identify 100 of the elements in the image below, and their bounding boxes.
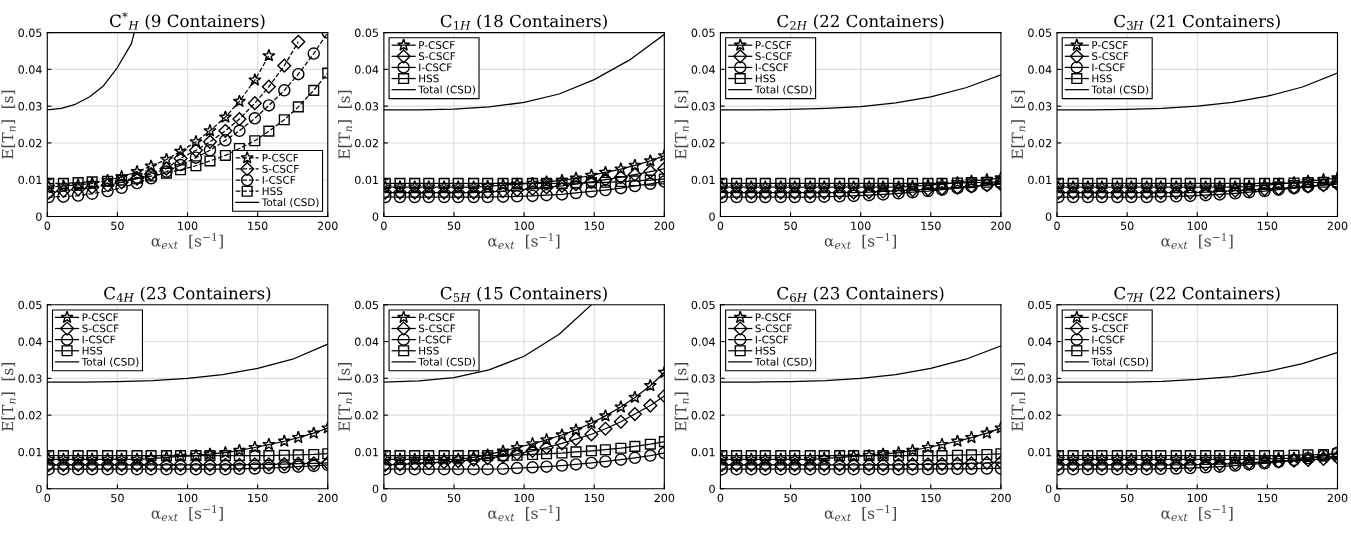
legend-label: HSS	[82, 346, 103, 355]
y-tick-label: 0.03	[18, 374, 42, 383]
y-tick-label: 0.04	[18, 337, 42, 346]
y-tick-label: 0.02	[691, 138, 715, 148]
x-tick-label: 150	[248, 493, 268, 503]
legend-label: Total (CSD)	[81, 357, 139, 367]
legend-label: Total (CSD)	[418, 357, 476, 367]
x-tick-label: 50	[784, 221, 797, 230]
x-axis-title: α$_{ext}$ [s$^{−1}$]	[488, 505, 560, 522]
y-tick-label: 0	[1045, 484, 1052, 494]
x-tick-label: 200	[1327, 493, 1348, 503]
y-tick-label: 0.03	[1028, 374, 1052, 383]
y-tick-label: 0.03	[1028, 102, 1052, 111]
x-tick-label: 100	[1187, 221, 1208, 230]
y-tick-label: 0.05	[1028, 28, 1052, 37]
chart-title: C$_{1H}$ (18 Containers)	[440, 14, 607, 30]
y-tick-label: 0.01	[1028, 447, 1052, 457]
y-axis-title: E[T$_{n}$] [s]	[674, 363, 689, 432]
x-tick-label: 200	[654, 221, 675, 230]
y-tick-label: 0.02	[18, 411, 42, 420]
legend-label: P-CSCF	[1092, 313, 1128, 322]
x-tick-label: 0	[717, 221, 724, 230]
legend-label: S-CSCF	[1092, 52, 1129, 61]
legend-label: I-CSCF	[262, 176, 296, 184]
x-tick-label: 200	[654, 493, 675, 503]
x-tick-label: 150	[1257, 493, 1278, 503]
x-tick-label: 0	[717, 493, 724, 503]
legend-label: I-CSCF	[419, 335, 452, 344]
y-axis-title: E[T$_{n}$] [s]	[1011, 363, 1026, 432]
x-tick-label: 50	[447, 493, 461, 503]
y-tick-label: 0.04	[691, 65, 715, 74]
x-tick-label: 150	[584, 221, 605, 230]
legend-label: I-CSCF	[419, 63, 452, 72]
y-tick-label: 0.05	[691, 28, 715, 37]
x-tick-label: 50	[111, 493, 124, 503]
legend-label: HSS	[755, 346, 776, 355]
y-tick-label: 0.03	[354, 102, 379, 111]
y-tick-label: 0.01	[18, 447, 42, 457]
x-tick-label: 50	[1120, 221, 1134, 230]
legend-label: S-CSCF	[1092, 324, 1129, 333]
legend-label: Total (CSD)	[261, 198, 319, 208]
y-tick-label: 0.05	[18, 28, 42, 37]
legend-label: Total (CSD)	[1091, 85, 1149, 95]
x-tick-label: 200	[991, 493, 1011, 503]
y-tick-label: 0	[709, 484, 715, 494]
legend-label: P-CSCF	[419, 313, 455, 322]
legend-label: Total (CSD)	[754, 357, 812, 367]
y-tick-label: 0.02	[691, 411, 715, 420]
y-tick-label: 0.04	[18, 65, 42, 74]
y-tick-label: 0.02	[354, 411, 378, 420]
legend-label: I-CSCF	[755, 335, 789, 344]
x-tick-label: 200	[317, 493, 338, 503]
legend-label: Total (CSD)	[1091, 357, 1149, 367]
y-tick-label: 0.01	[691, 175, 715, 185]
x-tick-label: 100	[851, 221, 871, 230]
y-tick-label: 0.04	[1028, 65, 1052, 74]
x-tick-label: 50	[111, 221, 124, 230]
chart-title: C$_{5H}$ (15 Containers)	[440, 286, 607, 302]
y-tick-label: 0.04	[354, 65, 379, 74]
legend-label: HSS	[419, 74, 439, 83]
legend-label: Total (CSD)	[754, 85, 812, 95]
y-tick-label: 0.05	[18, 300, 42, 310]
x-tick-label: 200	[1327, 221, 1348, 230]
x-axis-title: α$_{ext}$ [s$^{−1}$]	[824, 232, 896, 249]
chart-title: C$_{3H}$ (21 Containers)	[1114, 14, 1280, 30]
legend-label: P-CSCF	[419, 41, 455, 49]
legend-label: Total (CSD)	[418, 85, 476, 95]
chart-title: C$^{*}$$_{H}$ (9 Containers)	[110, 12, 265, 30]
y-tick-label: 0.05	[354, 300, 379, 310]
x-tick-label: 0	[44, 493, 51, 503]
legend-label: P-CSCF	[755, 41, 792, 49]
chart-title: C$_{2H}$ (22 Containers)	[777, 14, 944, 30]
x-tick-label: 0	[381, 493, 387, 503]
y-axis-title: E[T$_{n}$] [s]	[674, 90, 689, 159]
chart-title: C$_{6H}$ (23 Containers)	[777, 286, 944, 302]
x-tick-label: 50	[1120, 493, 1134, 503]
x-tick-label: 100	[178, 221, 198, 230]
y-tick-label: 0	[36, 212, 42, 221]
x-axis-title: α$_{ext}$ [s$^{−1}$]	[1161, 505, 1233, 522]
legend-label: P-CSCF	[1092, 41, 1128, 49]
x-tick-label: 0	[44, 221, 51, 230]
x-tick-label: 150	[1257, 221, 1278, 230]
legend-label: I-CSCF	[82, 335, 116, 344]
y-axis-title: E[T$_{n}$] [s]	[1, 363, 16, 432]
y-axis-title: E[T$_{n}$] [s]	[1, 90, 16, 159]
x-tick-label: 0	[1054, 221, 1060, 230]
y-tick-label: 0	[709, 212, 715, 221]
y-tick-label: 0.01	[691, 447, 715, 457]
y-tick-label: 0.04	[691, 337, 715, 346]
legend-label: P-CSCF	[262, 153, 299, 162]
x-axis-title: α$_{ext}$ [s$^{−1}$]	[151, 505, 223, 522]
legend-label: I-CSCF	[1092, 335, 1125, 344]
x-tick-label: 100	[1187, 493, 1208, 503]
x-tick-label: 200	[317, 221, 338, 230]
x-tick-label: 0	[381, 221, 387, 230]
y-tick-label: 0.01	[354, 447, 378, 457]
y-tick-label: 0.03	[354, 374, 379, 383]
x-tick-label: 150	[921, 493, 941, 503]
x-axis-title: α$_{ext}$ [s$^{−1}$]	[151, 232, 223, 249]
x-tick-label: 0	[1054, 493, 1060, 503]
